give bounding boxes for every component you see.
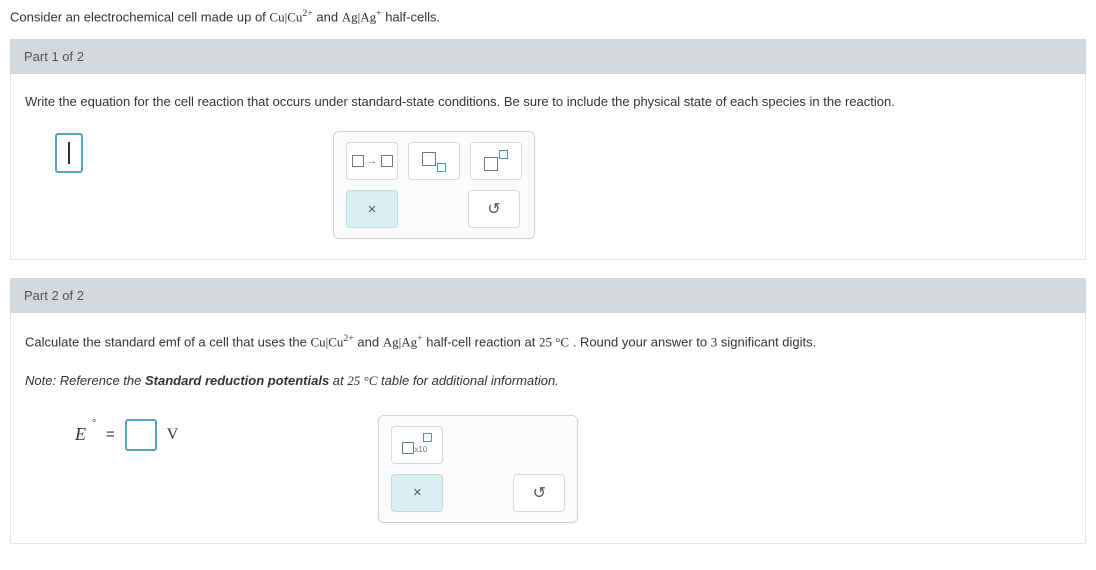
sup-box-icon bbox=[499, 150, 508, 159]
p2-cell1-ion: Cu bbox=[328, 335, 343, 350]
equation-palette: → × ↺ bbox=[333, 131, 535, 239]
p2-cell2-metal: Ag bbox=[383, 335, 399, 350]
cell1-metal: Cu bbox=[269, 9, 284, 24]
intro-suffix: half-cells. bbox=[385, 9, 440, 24]
arrow-icon: → bbox=[367, 155, 378, 167]
equals-sign: = bbox=[106, 426, 115, 443]
p2-cell1-charge: 2+ bbox=[343, 333, 353, 344]
prompt-text: . Round your answer to bbox=[573, 335, 711, 350]
sigfig-value: 3 bbox=[711, 335, 718, 350]
note-link[interactable]: Standard reduction potentials bbox=[145, 373, 329, 388]
part2-note: Note: Reference the Standard reduction p… bbox=[25, 373, 1071, 389]
cell1-ion: Cu bbox=[287, 9, 302, 24]
cell1-charge: 2+ bbox=[302, 8, 312, 19]
prompt-text: and bbox=[357, 335, 382, 350]
note-text: table for additional information. bbox=[381, 373, 559, 388]
close-icon: × bbox=[368, 201, 377, 218]
emf-letter: E bbox=[75, 424, 86, 444]
intro-mid: and bbox=[316, 9, 341, 24]
x10-label: x10 bbox=[414, 445, 427, 454]
part1-body: Write the equation for the cell reaction… bbox=[10, 74, 1086, 260]
part1-header: Part 1 of 2 bbox=[10, 39, 1086, 74]
intro-line: Consider an electrochemical cell made up… bbox=[10, 8, 1086, 25]
note-temp: 25 °C bbox=[347, 373, 377, 388]
base-box-icon bbox=[402, 442, 414, 454]
superscript-tool[interactable] bbox=[470, 142, 522, 180]
box-icon bbox=[352, 155, 364, 167]
degree-symbol: ° bbox=[92, 418, 96, 429]
part1-prompt: Write the equation for the cell reaction… bbox=[25, 94, 1071, 109]
clear-button[interactable]: × bbox=[346, 190, 398, 228]
exp-box-icon bbox=[423, 433, 432, 442]
undo-icon: ↺ bbox=[487, 199, 500, 219]
cell2-charge: + bbox=[376, 8, 382, 19]
prompt-text: half-cell reaction at bbox=[426, 335, 539, 350]
note-prefix: Note: bbox=[25, 373, 56, 388]
reaction-arrow-tool[interactable]: → bbox=[346, 142, 398, 180]
prompt-text: significant digits. bbox=[721, 335, 816, 350]
undo-icon: ↺ bbox=[533, 483, 546, 503]
box-icon bbox=[381, 155, 393, 167]
base-box-icon bbox=[484, 157, 498, 171]
cell2-ion: Ag bbox=[360, 9, 376, 24]
sub-box-icon bbox=[437, 163, 446, 172]
p2-cell1-metal: Cu bbox=[310, 335, 325, 350]
subscript-tool[interactable] bbox=[408, 142, 460, 180]
emf-unit: V bbox=[167, 426, 179, 444]
intro-prefix: Consider an electrochemical cell made up… bbox=[10, 9, 269, 24]
base-box-icon bbox=[422, 152, 436, 166]
cell2-metal: Ag bbox=[342, 9, 358, 24]
equation-input[interactable] bbox=[55, 133, 83, 173]
number-palette: x10 × ↺ bbox=[378, 415, 578, 523]
close-icon: × bbox=[413, 484, 422, 501]
clear-button[interactable]: × bbox=[391, 474, 443, 512]
prompt-text: Calculate the standard emf of a cell tha… bbox=[25, 335, 310, 350]
note-text: Reference the bbox=[60, 373, 145, 388]
part2-body: Calculate the standard emf of a cell tha… bbox=[10, 313, 1086, 543]
input-cursor bbox=[68, 142, 70, 164]
p2-cell2-charge: + bbox=[417, 333, 423, 344]
emf-input[interactable] bbox=[125, 419, 157, 451]
reset-button[interactable]: ↺ bbox=[513, 474, 565, 512]
emf-equation: E° = V bbox=[75, 419, 178, 451]
p2-cell2-ion: Ag bbox=[401, 335, 417, 350]
part2-prompt: Calculate the standard emf of a cell tha… bbox=[25, 333, 1071, 350]
emf-variable: E° bbox=[75, 424, 86, 445]
note-text: at bbox=[333, 373, 347, 388]
scientific-notation-tool[interactable]: x10 bbox=[391, 426, 443, 464]
temp-value: 25 °C bbox=[539, 335, 569, 350]
reset-button[interactable]: ↺ bbox=[468, 190, 520, 228]
part2-header: Part 2 of 2 bbox=[10, 278, 1086, 313]
